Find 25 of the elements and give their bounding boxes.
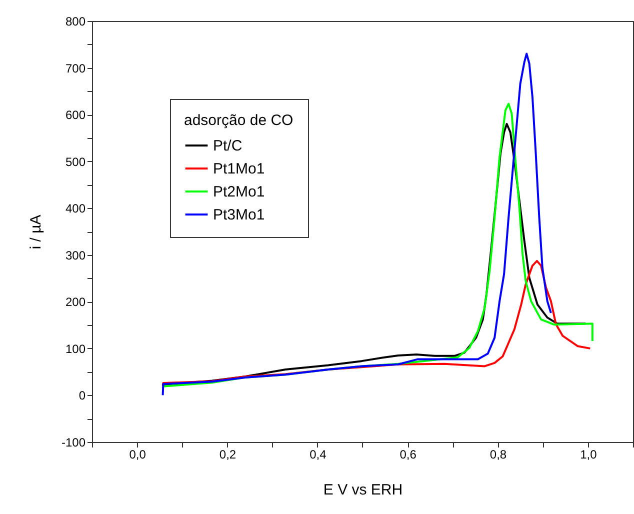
y-tick-label: 200 — [65, 295, 86, 310]
y-tick-label: 700 — [65, 61, 86, 76]
y-tick-label: -100 — [61, 436, 86, 450]
y-tick-label: 400 — [65, 202, 86, 216]
legend-label: Pt2Mo1 — [213, 184, 265, 200]
x-tick-label: 0,0 — [129, 448, 146, 462]
legend-label: Pt/C — [213, 138, 242, 154]
y-tick-label: 100 — [65, 342, 86, 356]
x-axis-title: E V vs ERH — [323, 482, 403, 498]
legend-title: adsorção de CO — [184, 112, 294, 129]
line-series — [162, 260, 592, 386]
legend-label: Pt1Mo1 — [213, 160, 265, 178]
line-series — [162, 52, 552, 396]
x-tick-label: 0,6 — [400, 448, 417, 462]
x-tick-label: 0,2 — [219, 448, 236, 462]
y-tick-label: 600 — [65, 108, 86, 122]
y-tick-label: 800 — [65, 14, 86, 28]
y-tick-label: 300 — [65, 248, 86, 262]
y-tick-label: 500 — [65, 154, 86, 169]
x-tick-label: 0,4 — [310, 448, 327, 462]
y-tick-label: 0 — [78, 388, 86, 403]
legend-label: Pt3Mo1 — [213, 206, 265, 224]
x-tick-label: 1,0 — [580, 448, 598, 462]
x-tick-label: 0,8 — [490, 448, 507, 462]
y-axis-title: i / µA — [27, 214, 44, 250]
